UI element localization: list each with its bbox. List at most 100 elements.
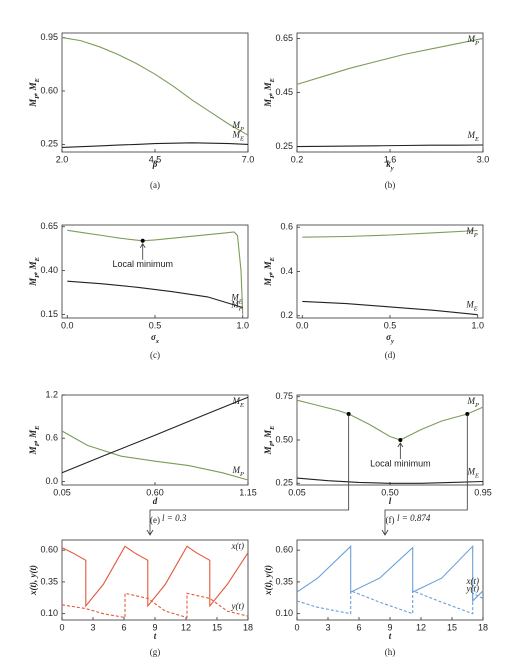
plot-frame	[296, 32, 484, 153]
panel: 0 3 6 9 12 15 18 0.10 0.35 0.60 t x(t), y(t) (g) x(t)…	[28, 539, 253, 657]
series-line	[61, 142, 249, 148]
series-line	[67, 280, 243, 309]
y-axis-label: x(t), y(t)	[263, 565, 273, 596]
x-tick-label: 0.5	[149, 320, 162, 330]
series-label: MP	[232, 120, 245, 133]
y-tick-label: 0.15	[40, 309, 58, 319]
x-tick-label: 0	[59, 622, 64, 632]
arrow-head	[146, 529, 154, 536]
series-line	[296, 399, 484, 441]
point-marker	[398, 438, 403, 442]
x-tick-label: 18	[243, 622, 253, 632]
x-tick-label: 1.15	[239, 487, 257, 497]
y-axis-label: MP, ME	[28, 77, 41, 108]
x-tick-label: 0	[294, 622, 299, 632]
panel: 0 3 6 9 12 15 18 0.10 0.35 0.60 t x(t), y(t) (h) x(t)…	[263, 539, 488, 657]
x-tick-label: 3.0	[477, 154, 490, 164]
y-tick-label: 0.60	[40, 545, 58, 555]
x-tick-label: 0.2	[291, 154, 304, 164]
x-tick-label: 6	[356, 622, 361, 632]
caption: (a)	[150, 180, 160, 190]
plot-frame	[61, 32, 249, 153]
series-line	[296, 477, 484, 484]
y-tick-label: 0.50	[275, 434, 293, 444]
y-axis-label: MP, ME	[28, 256, 41, 287]
y-tick-label: 0.0	[45, 476, 58, 486]
series-label: MP	[232, 465, 245, 478]
x-axis-label: β	[152, 159, 158, 169]
connector	[384, 414, 468, 535]
x-axis-label: σy	[386, 332, 394, 345]
y-axis-label: x(t), y(t)	[28, 565, 38, 596]
x-tick-label: 18	[478, 622, 488, 632]
x-axis-label: d	[153, 496, 158, 506]
x-tick-label: 12	[416, 622, 426, 632]
x-tick-label: 15	[212, 622, 222, 632]
y-tick-label: 0.10	[40, 608, 58, 618]
series-line	[296, 144, 484, 148]
series-line	[296, 544, 484, 603]
series-label: MP	[467, 396, 480, 409]
arrow-head	[139, 243, 146, 249]
caption: (b)	[385, 180, 396, 190]
series-line	[61, 430, 249, 481]
y-tick-label: 0.75	[275, 391, 293, 401]
y-tick-label: 0.25	[275, 141, 293, 151]
x-tick-label: 15	[447, 622, 457, 632]
y-tick-label: 0.35	[40, 576, 58, 586]
connector	[149, 414, 350, 535]
y-tick-label: 0.60	[275, 545, 293, 555]
series-line	[302, 300, 478, 316]
x-tick-label: 0.5	[384, 320, 397, 330]
series-line	[67, 229, 244, 315]
series-line	[296, 589, 484, 615]
annotation: Local minimum	[112, 259, 173, 269]
panel: 0.2 1.6 3.0 0.25 0.45 0.65 ky MP, ME (b) MP ME	[263, 32, 490, 190]
y-tick-label: 0.45	[275, 87, 293, 97]
x-tick-label: 0.60	[146, 487, 164, 497]
y-tick-label: 0.4	[280, 266, 293, 276]
x-tick-label: 2.0	[56, 154, 69, 164]
y-axis-label: MP, ME	[263, 256, 276, 287]
arrow-head	[381, 529, 389, 536]
x-tick-label: 3	[325, 622, 330, 632]
x-axis-label: t	[389, 631, 392, 641]
x-axis-label: t	[154, 631, 157, 641]
x-tick-label: 0.95	[474, 487, 492, 497]
series-line	[61, 545, 249, 608]
y-tick-label: 0.6	[45, 433, 58, 443]
series-label: MP	[467, 34, 480, 47]
y-axis-label: MP, ME	[263, 425, 276, 456]
plot-frame	[61, 224, 249, 319]
panel: 0.05 0.60 1.15 0.0 0.6 1.2 d MP, ME (e) MP ME	[28, 389, 257, 525]
y-axis-label: MP, ME	[28, 425, 41, 456]
series-line	[61, 592, 249, 619]
y-tick-label: 0.60	[40, 85, 58, 95]
x-tick-label: 9	[152, 622, 157, 632]
panel: 0.0 0.5 1.0 0.2 0.4 0.6 σy MP, ME (d) MP ME	[263, 222, 484, 360]
series-label: ME	[467, 467, 480, 480]
series-line	[296, 37, 484, 85]
x-tick-label: 0.0	[61, 320, 74, 330]
x-tick-label: 0.05	[53, 487, 71, 497]
x-axis-label: ky	[386, 159, 394, 172]
x-tick-label: 12	[181, 622, 191, 632]
panel: 0.05 0.50 0.95 0.25 0.50 0.75 l MP, ME (f) MP ME Lo…	[146, 391, 492, 536]
series-label: x(t)	[231, 541, 245, 551]
y-axis-label: MP, ME	[263, 77, 276, 108]
plot-frame	[296, 394, 484, 486]
y-tick-label: 0.25	[275, 478, 293, 488]
point-marker	[140, 238, 145, 243]
series-label: ME	[465, 300, 478, 313]
plot-frame	[296, 539, 484, 621]
series-label: MP	[465, 226, 478, 239]
drop-label: l = 0.874	[397, 513, 431, 523]
caption: (g)	[150, 647, 161, 657]
x-tick-label: 9	[387, 622, 392, 632]
caption: (h)	[385, 647, 396, 657]
y-tick-label: 0.2	[280, 310, 293, 320]
caption: (d)	[385, 350, 396, 360]
x-tick-label: 1.6	[384, 154, 397, 164]
